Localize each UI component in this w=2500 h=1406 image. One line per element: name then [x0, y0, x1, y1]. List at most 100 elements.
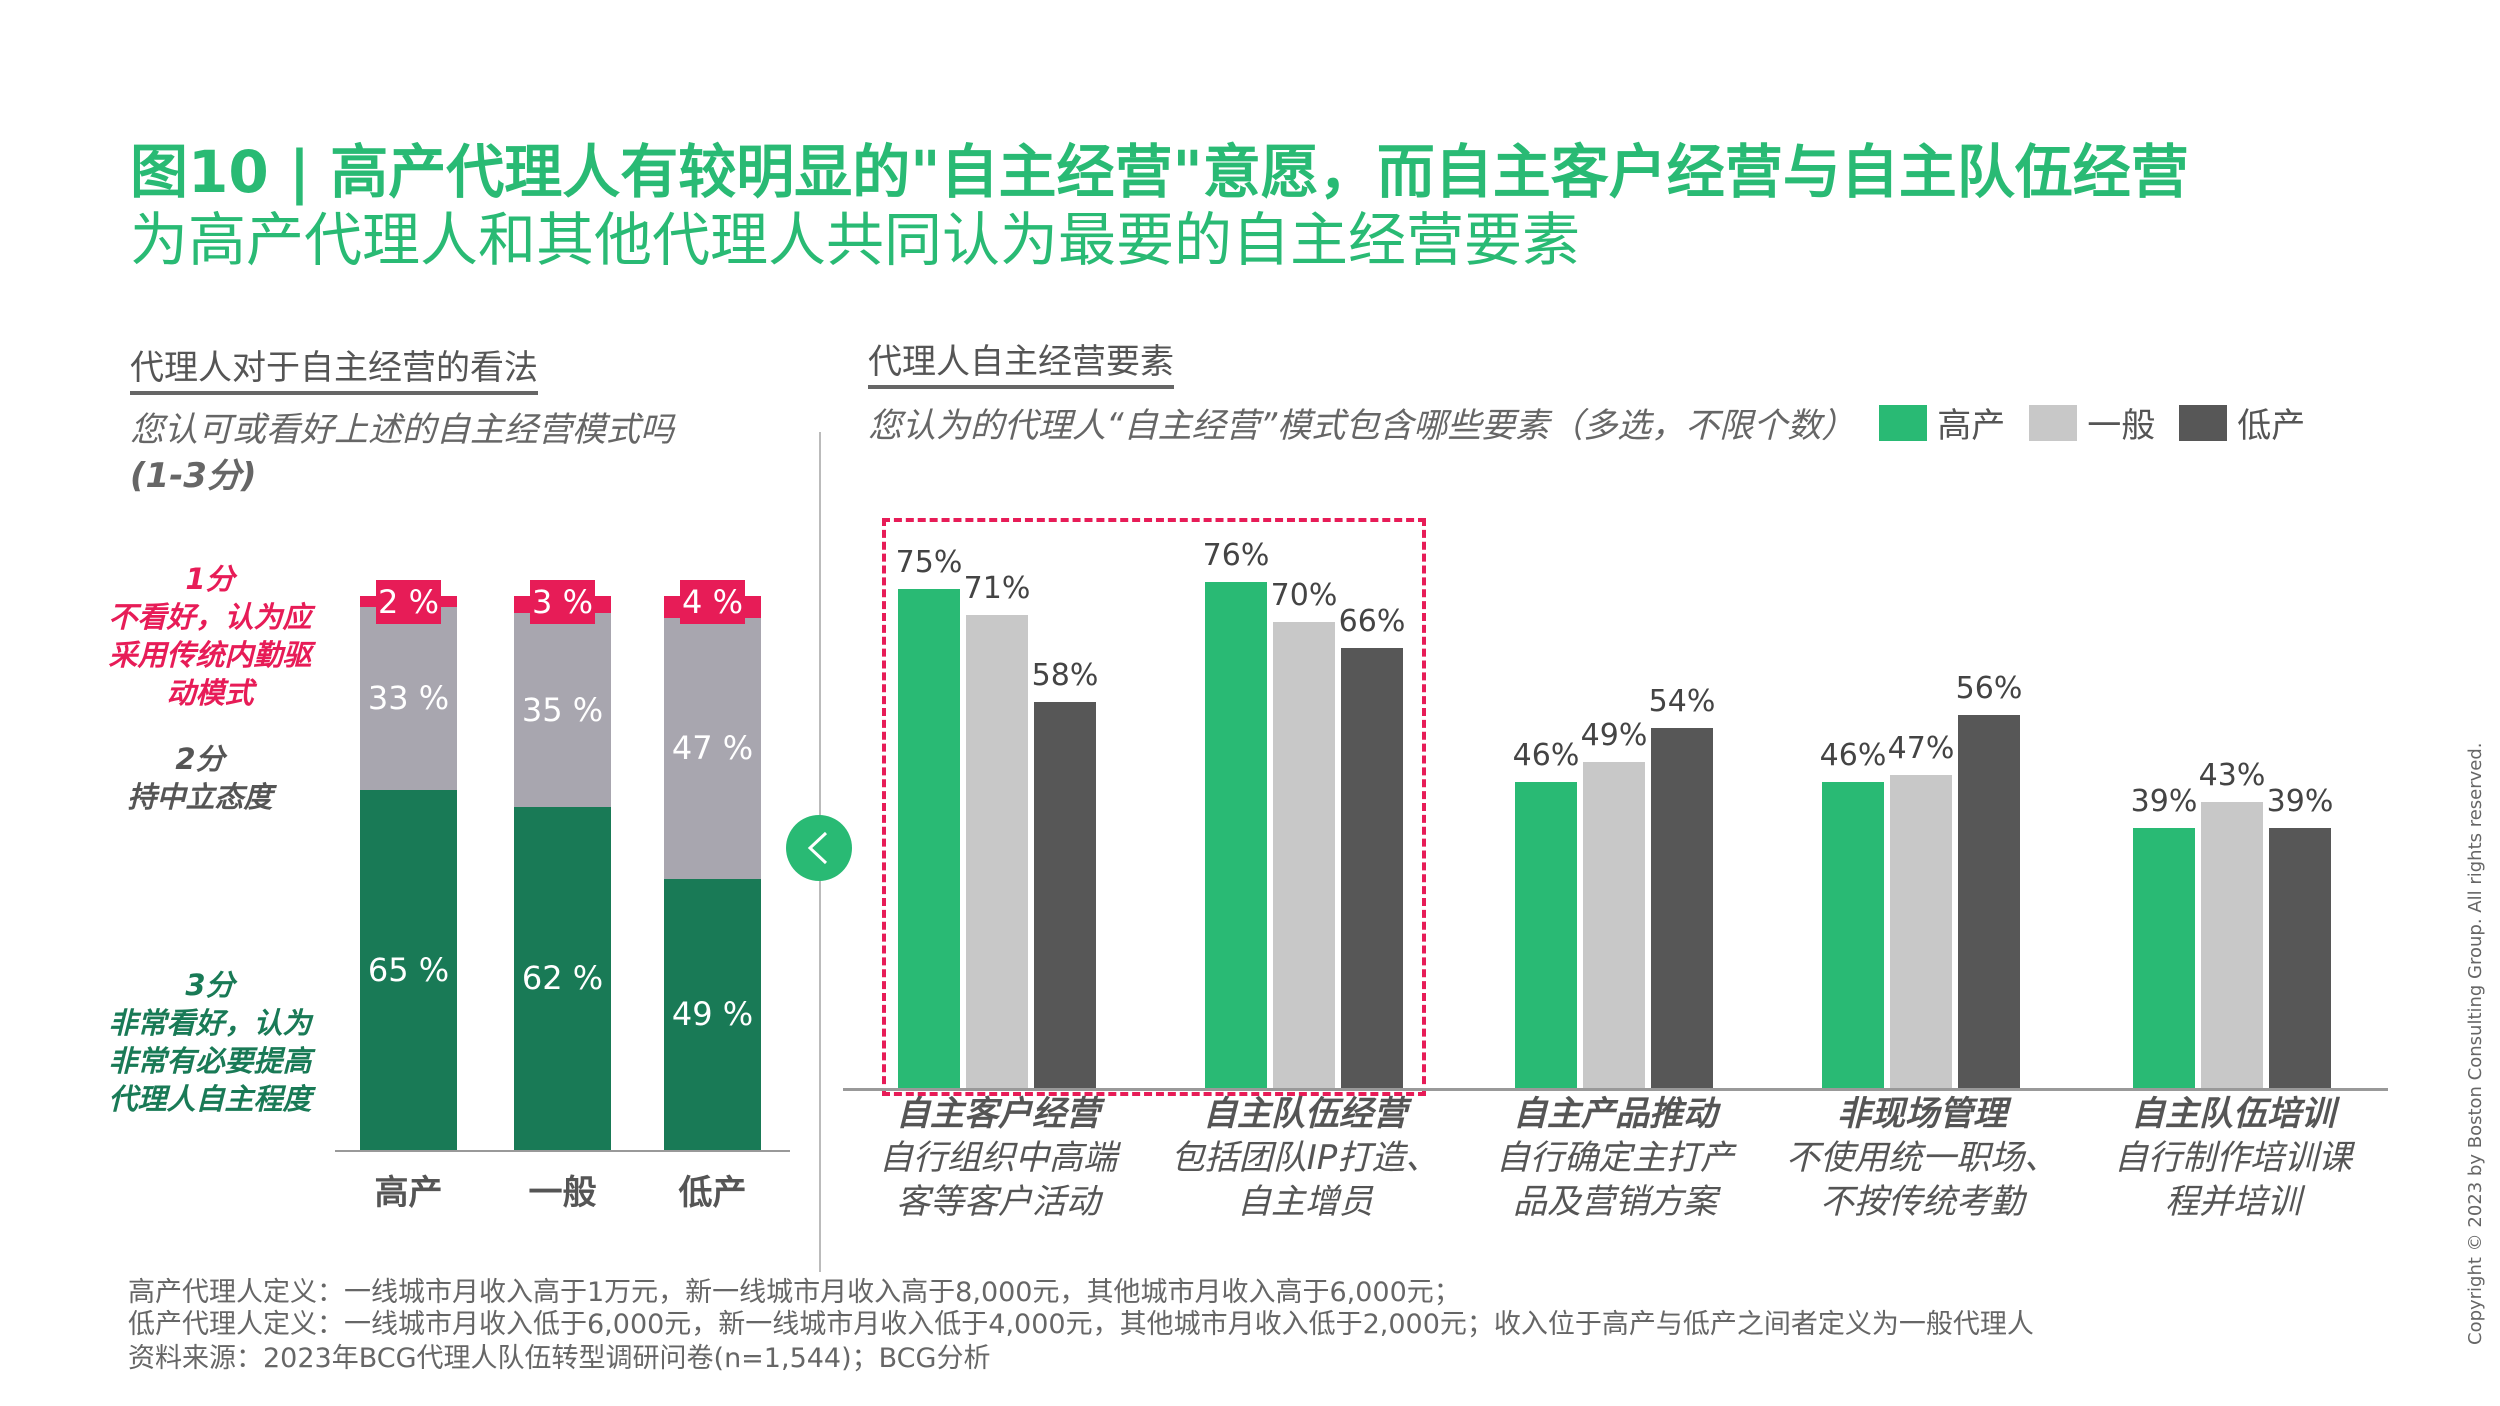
- highlight-box: [882, 518, 1426, 1096]
- legend-score-3: 3分 非常看好，认为 非常有必要提高 代理人自主程度: [80, 966, 340, 1118]
- bar: [1958, 715, 2020, 1088]
- category-label: 自主客户经营 自行组织中高端 客等客户活动: [838, 1092, 1158, 1224]
- value-label: 58%: [1031, 657, 1099, 693]
- value-label: 43%: [2198, 757, 2266, 793]
- value-label: 71%: [963, 571, 1031, 607]
- value-label: 75%: [895, 544, 963, 580]
- category-name: 自主产品推动: [1513, 1094, 1717, 1134]
- score-3-desc: 代理人自主程度: [108, 1082, 312, 1116]
- category-name: 自主队伍经营: [1203, 1094, 1407, 1134]
- legend-swatch: [2179, 404, 2228, 441]
- category-desc: 包括团队IP打造、: [1170, 1138, 1440, 1178]
- left-x-axis: [335, 1150, 790, 1152]
- legend-swatch: [2029, 404, 2078, 441]
- right-chart-title: 代理人自主经营要素: [868, 334, 1174, 389]
- category-desc: 自行制作培训课: [2114, 1138, 2352, 1178]
- legend-label: 高产: [1937, 406, 2006, 446]
- left-chart-scale: (1-3分): [130, 456, 257, 496]
- bar: [1034, 701, 1096, 1088]
- category-label: 高产: [374, 1173, 443, 1213]
- bar: [1515, 781, 1577, 1088]
- stacked-bar-plot: 65 % 33 % 2 % 高产 62 % 35 % 3 % 一般 49 % 47 % 4 % 低产: [0, 0, 820, 1250]
- value-label: 39%: [2266, 784, 2334, 820]
- category-desc: 程并培训: [2165, 1182, 2301, 1222]
- category-desc: 自主增员: [1237, 1182, 1373, 1222]
- bar: [1890, 774, 1952, 1088]
- grouped-bar-plot: 75% 71% 58% 自主客户经营 自行组织中高端 客等客户活动 76% 70% 66% 自主队…: [838, 537, 2393, 1224]
- category-desc: 不使用统一职场、: [1786, 1138, 2058, 1178]
- segment-label: 35 %: [521, 690, 604, 729]
- value-label: 56%: [1955, 671, 2023, 707]
- score-1-label: 1分: [185, 562, 235, 596]
- left-chart-title: 代理人对于自主经营的看法: [130, 340, 538, 395]
- bar: [898, 588, 960, 1088]
- segment-label: 2 %: [376, 580, 441, 624]
- legend-item-low: 低产: [2179, 398, 2305, 447]
- segment-label: 62 %: [521, 959, 604, 998]
- segment-label: 4 %: [680, 580, 745, 624]
- value-label: 70%: [1270, 577, 1338, 613]
- stacked-segment: [514, 806, 611, 1150]
- bar: [2269, 828, 2331, 1088]
- segment-label: 3 %: [530, 580, 595, 624]
- bar: [1205, 581, 1267, 1088]
- segment-label: 47 %: [671, 729, 754, 768]
- score-3-desc: 非常有必要提高: [108, 1044, 312, 1078]
- chevron-left-icon: [807, 831, 828, 865]
- value-label: 46%: [1512, 737, 1580, 773]
- category-label: 一般: [528, 1173, 597, 1213]
- bar: [1651, 728, 1713, 1088]
- value-label: 46%: [1819, 737, 1887, 773]
- title-line-2: 为高产代理人和其他代理人共同认为最要的自主经营要素: [130, 206, 1581, 274]
- category-desc: 品及营销方案: [1513, 1182, 1717, 1222]
- copyright: Copyright © 2023 by Boston Consulting Gr…: [2465, 742, 2486, 1345]
- stacked-segment: [664, 878, 761, 1150]
- value-label: 66%: [1338, 604, 1406, 640]
- legend-item-high: 高产: [1879, 398, 2005, 447]
- bar: [1583, 761, 1645, 1088]
- category-label: 非现场管理 不使用统一职场、 不按传统考勤: [1762, 1092, 2082, 1224]
- bar: [2201, 801, 2263, 1088]
- category-name: 自主客户经营: [896, 1094, 1100, 1134]
- footnote-source: 资料来源：2023年BCG代理人队伍转型调研问卷(n=1,544)；BCG分析: [128, 1343, 991, 1374]
- right-chart-header: 您认为的代理人“自主经营”模式包含哪些要素（多选，不限个数） 高产 一般 低产: [868, 398, 2305, 447]
- right-chart-question: 您认为的代理人“自主经营”模式包含哪些要素（多选，不限个数）: [868, 406, 1856, 446]
- category-desc: 自行组织中高端: [879, 1138, 1117, 1178]
- footnote-high: 高产代理人定义：一线城市月收入高于1万元，新一线城市月收入高于8,000元，其他…: [128, 1277, 1461, 1308]
- score-3-desc: 非常看好，认为: [108, 1006, 312, 1040]
- category-label: 自主队伍培训 自行制作培训课 程并培训: [2073, 1092, 2393, 1224]
- category-name: 非现场管理: [1837, 1094, 2007, 1134]
- score-1-desc: 动模式: [166, 676, 254, 710]
- segment-label: 49 %: [671, 995, 754, 1034]
- collapse-arrow-button[interactable]: [786, 815, 852, 881]
- category-desc: 不按传统考勤: [1820, 1182, 2024, 1222]
- category-label: 低产: [678, 1173, 747, 1213]
- score-1-desc: 不看好，认为应: [108, 600, 312, 634]
- legend-item-mid: 一般: [2029, 398, 2155, 447]
- bar: [1273, 621, 1335, 1088]
- value-label: 47%: [1887, 730, 1955, 766]
- value-label: 49%: [1580, 717, 1648, 753]
- value-label: 76%: [1202, 537, 1270, 573]
- stacked-segment: [514, 612, 611, 807]
- score-3-label: 3分: [185, 968, 235, 1002]
- score-1-desc: 采用传统内勤驱: [108, 638, 312, 672]
- legend-label: 一般: [2087, 406, 2156, 446]
- score-2-label: 2分: [175, 742, 225, 776]
- stacked-segment: [664, 618, 761, 879]
- right-x-axis: [843, 1088, 2388, 1091]
- segment-label: 65 %: [367, 950, 450, 989]
- footnote-low: 低产代理人定义：一线城市月收入低于6,000元，新一线城市月收入低于4,000元…: [128, 1309, 2034, 1340]
- legend-score-1: 1分 不看好，认为应 采用传统内勤驱 动模式: [80, 560, 340, 712]
- bar: [966, 615, 1028, 1088]
- bar: [2133, 828, 2195, 1088]
- left-chart-question: 您认可或看好上述的自主经营模式吗: [130, 410, 674, 450]
- legend-swatch: [1879, 404, 1928, 441]
- bar: [1341, 648, 1403, 1088]
- bar: [1822, 781, 1884, 1088]
- category-label: 自主队伍经营 包括团队IP打造、 自主增员: [1145, 1092, 1465, 1224]
- stacked-segment: [360, 607, 457, 790]
- stacked-segment: [360, 789, 457, 1150]
- value-label: 54%: [1648, 684, 1716, 720]
